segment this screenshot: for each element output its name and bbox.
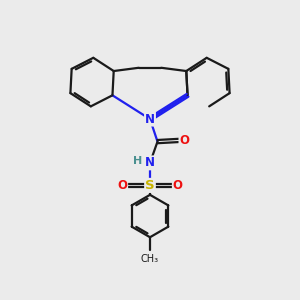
Text: O: O	[179, 134, 190, 147]
Text: O: O	[117, 179, 127, 192]
Text: N: N	[145, 112, 155, 126]
Text: CH₃: CH₃	[141, 254, 159, 264]
Text: N: N	[144, 156, 154, 170]
Text: S: S	[145, 179, 155, 192]
Text: O: O	[173, 179, 183, 192]
Text: H: H	[133, 156, 142, 167]
